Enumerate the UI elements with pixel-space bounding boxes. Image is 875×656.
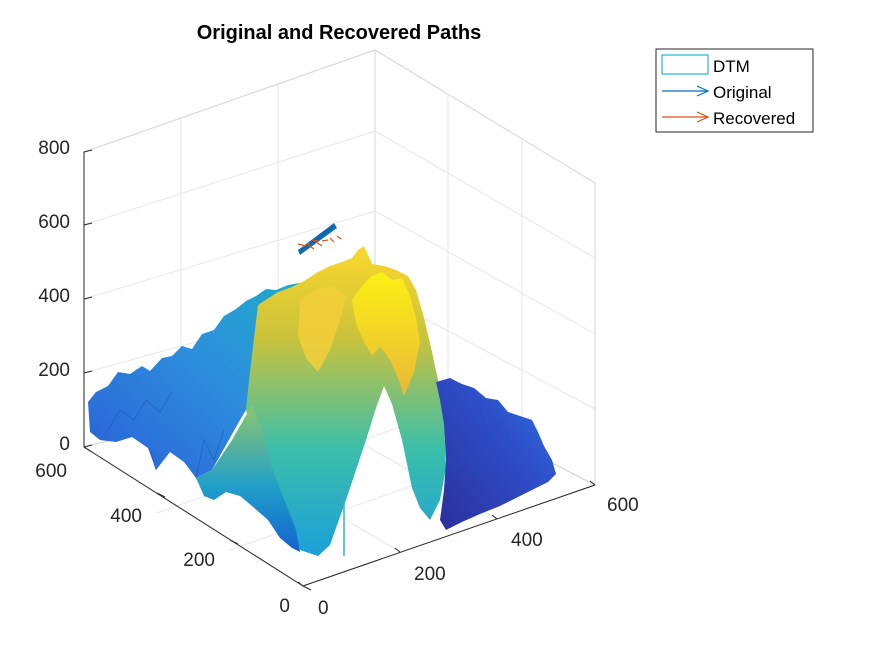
y-tick-400: 400 [110,506,142,527]
dtm-ridge-highlight [298,286,346,372]
z-tick-200: 200 [38,360,70,381]
x-tick-200: 200 [414,564,446,585]
y-tick-600: 600 [35,461,67,482]
chart-title: Original and Recovered Paths [197,22,482,44]
path-recovered [297,235,342,250]
legend-original-label: Original [713,83,772,102]
y-tick-200: 200 [183,550,215,571]
legend-entry-recovered: Recovered [662,109,795,128]
legend-dtm-label: DTM [713,57,750,76]
legend: DTM Original Recovered [655,48,814,133]
legend-original-arrow-icon [662,85,710,97]
legend-recovered-arrow-icon [662,111,710,123]
x-tick-400: 400 [511,530,543,551]
x-tick-600: 600 [607,495,639,516]
dtm-surface [88,246,556,556]
legend-recovered-label: Recovered [713,109,795,128]
y-tick-0: 0 [279,596,290,617]
x-gridlines [447,94,523,447]
x-tick-labels: 0 200 400 600 [297,480,639,619]
dtm-front-slopes [196,405,300,552]
legend-entry-dtm: DTM [661,54,750,76]
x-tick-0: 0 [318,598,329,619]
dtm-texture [107,391,513,481]
y-tick-labels: 600 400 200 0 [35,446,312,617]
z-tick-800: 800 [38,138,70,159]
z-tick-labels: 0 200 400 600 800 [38,138,93,455]
dtm-peak [352,272,420,396]
path-original [298,223,337,255]
z-tick-0: 0 [59,434,70,455]
z-tick-400: 400 [38,286,70,307]
z-tick-600: 600 [38,212,70,233]
legend-dtm-swatch [661,54,709,75]
legend-entry-original: Original [662,83,772,102]
dtm-east-basin [436,378,556,530]
